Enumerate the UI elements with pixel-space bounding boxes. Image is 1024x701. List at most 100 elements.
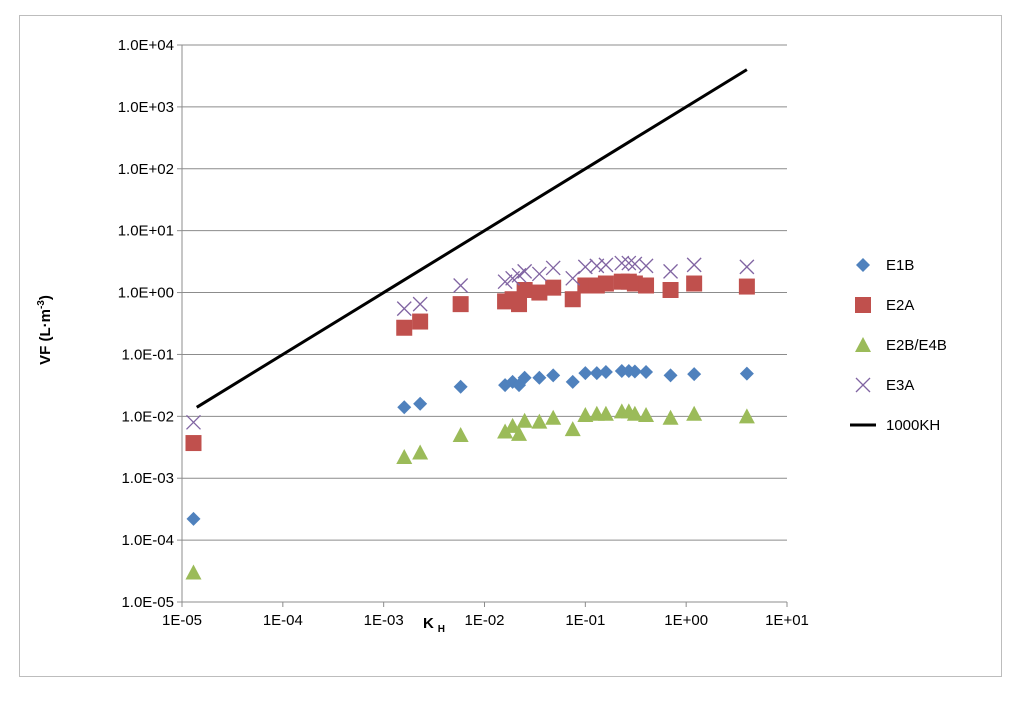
data-point — [564, 421, 581, 437]
series-1000kh — [195, 68, 748, 409]
legend-marker-icon — [855, 337, 871, 352]
x-tick-label: 1E-04 — [263, 612, 303, 629]
y-tick-label: 1.0E-05 — [121, 594, 174, 611]
data-point — [546, 368, 561, 383]
data-point — [412, 296, 428, 312]
data-point — [531, 266, 547, 282]
data-point — [412, 444, 429, 460]
data-point — [396, 449, 413, 465]
y-tick-labels: 1.0E-05 1.0E-04 1.0E-03 1.0E-02 1.0E-01 1.0E+… — [118, 37, 174, 611]
series-e2b-e4b — [185, 403, 755, 580]
data-point — [738, 408, 755, 424]
data-point — [626, 405, 643, 421]
legend-entry: E2B/E4B — [855, 337, 947, 354]
data-point — [686, 405, 703, 421]
x-tick-label: 1E+01 — [765, 612, 809, 629]
data-point — [532, 370, 547, 385]
x-tick-label: 1E-03 — [364, 612, 404, 629]
legend: E1B E2A E2B/E4B E3A 1000KH — [850, 257, 947, 434]
y-axis-title: VF (L·m-3) — [36, 295, 54, 365]
y-tick-label: 1.0E-02 — [121, 408, 174, 425]
y-tick-label: 1.0E-04 — [121, 532, 174, 549]
legend-label: E2B/E4B — [886, 337, 947, 354]
data-point — [687, 367, 702, 382]
data-point — [597, 405, 614, 421]
data-point — [186, 511, 201, 526]
data-point — [186, 414, 201, 430]
data-point — [531, 284, 548, 301]
x-tick-label: 1E-01 — [565, 612, 605, 629]
data-point — [452, 296, 469, 313]
data-point — [739, 366, 754, 381]
data-point — [565, 270, 581, 286]
data-point — [453, 278, 469, 293]
data-point — [511, 425, 528, 441]
chart-frame: 1.0E-05 1.0E-04 1.0E-03 1.0E-02 1.0E-01 1.0E+… — [19, 15, 1002, 677]
data-point — [577, 407, 594, 423]
data-point — [412, 313, 429, 330]
legend-label: E2A — [886, 297, 914, 314]
data-point — [413, 396, 428, 411]
data-point — [614, 255, 630, 271]
data-point — [638, 407, 655, 423]
data-point — [564, 291, 581, 308]
data-point — [545, 260, 561, 276]
data-point — [504, 417, 521, 433]
data-point — [497, 423, 514, 439]
data-point — [627, 364, 642, 379]
data-point — [598, 257, 614, 273]
data-point — [662, 409, 679, 425]
axes — [177, 44, 788, 607]
x-tick-label: 1E-05 — [162, 612, 202, 629]
y-tick-label: 1.0E+02 — [118, 161, 174, 178]
y-tick-label: 1.0E+00 — [118, 285, 174, 302]
y-tick-label: 1.0E+01 — [118, 223, 174, 240]
data-point — [453, 379, 468, 394]
data-point — [638, 258, 654, 274]
x-tick-labels: 1E-05 1E-04 1E-03 1E-02 1E-01 1E+00 1E+01 — [162, 612, 809, 629]
legend-label: E3A — [886, 377, 914, 394]
data-point — [397, 400, 412, 415]
legend-label: E1B — [886, 257, 914, 274]
gridlines — [182, 44, 787, 541]
data-point — [516, 412, 533, 428]
series-e1b — [186, 364, 754, 526]
data-point — [663, 263, 679, 279]
data-point — [577, 259, 593, 275]
data-point — [598, 365, 613, 380]
y-tick-label: 1.0E-03 — [121, 470, 174, 487]
data-point — [639, 365, 654, 380]
y-tick-label: 1.0E+03 — [118, 99, 174, 116]
data-point — [638, 277, 655, 294]
data-point — [621, 255, 637, 271]
data-point — [597, 275, 614, 292]
series-e2a — [185, 273, 755, 452]
scatter-chart: 1.0E-05 1.0E-04 1.0E-03 1.0E-02 1.0E-01 1.0E+… — [36, 37, 947, 635]
data-point — [531, 413, 548, 429]
data-point — [185, 435, 202, 452]
data-point — [517, 370, 532, 385]
data-point — [614, 364, 629, 379]
data-point — [565, 374, 580, 389]
data-point — [185, 564, 202, 580]
data-point — [511, 296, 528, 313]
legend-entry: E2A — [855, 297, 914, 314]
x-tick-label: 1E+00 — [664, 612, 708, 629]
data-point — [589, 366, 604, 381]
legend-entry: 1000KH — [850, 417, 940, 434]
legend-entry: E1B — [856, 257, 914, 274]
trend-line — [195, 68, 748, 409]
legend-marker-icon — [855, 297, 871, 313]
legend-marker-icon — [855, 377, 871, 393]
legend-entry: E3A — [855, 377, 914, 394]
data-point — [452, 426, 469, 442]
data-point — [686, 275, 703, 292]
x-tick-label: 1E-02 — [464, 612, 504, 629]
data-point — [396, 319, 413, 336]
legend-label: 1000KH — [886, 417, 940, 434]
y-tick-label: 1.0E-01 — [121, 346, 174, 363]
data-point — [545, 409, 562, 425]
data-point — [739, 259, 755, 275]
y-tick-label: 1.0E+04 — [118, 37, 174, 54]
